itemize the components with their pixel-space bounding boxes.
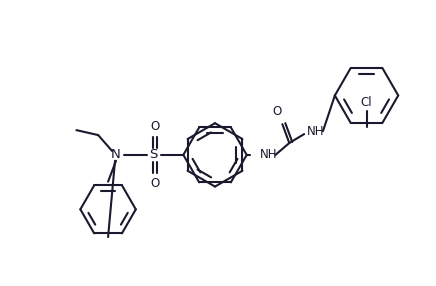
Text: O: O bbox=[150, 177, 159, 190]
Text: O: O bbox=[150, 120, 159, 133]
Text: Cl: Cl bbox=[361, 96, 372, 109]
Text: N: N bbox=[111, 148, 121, 161]
Text: NH: NH bbox=[259, 148, 277, 161]
Text: NH: NH bbox=[307, 125, 325, 138]
Text: S: S bbox=[150, 148, 158, 161]
Text: O: O bbox=[273, 105, 282, 118]
